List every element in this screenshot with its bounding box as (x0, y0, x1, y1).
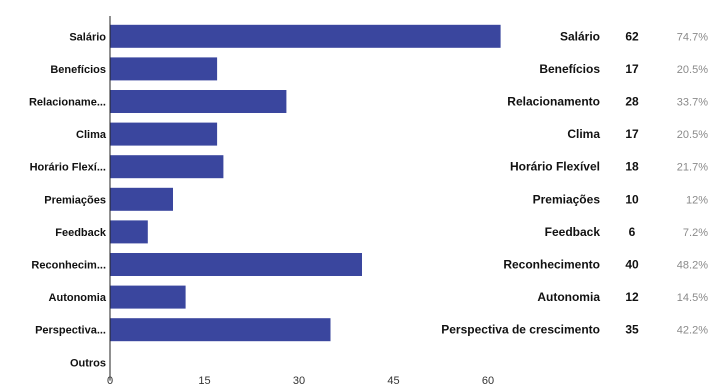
legend-percent: 20.5% (677, 64, 708, 76)
bar (110, 155, 224, 179)
legend-name: Autonomia (537, 290, 600, 304)
category-label: Benefícios (50, 64, 106, 76)
bar (110, 318, 331, 342)
category-labels: Salário Benefícios Relacioname... Clima Horá… (29, 31, 107, 369)
x-tick-label: 0 (107, 375, 113, 387)
legend-count: 18 (625, 160, 639, 174)
legend-percent: 12% (686, 194, 708, 206)
legend-table: Salário 62 74.7% Benefícios 17 20.5% Relaciona… (441, 29, 708, 336)
legend-count: 17 (625, 62, 639, 76)
legend-count: 28 (625, 95, 639, 109)
legend-name: Benefícios (539, 62, 600, 76)
legend-row: Perspectiva de crescimento 35 42.2% (441, 323, 708, 337)
bar (110, 187, 173, 211)
legend-row: Clima 17 20.5% (567, 127, 708, 141)
legend-name: Feedback (545, 225, 601, 239)
bar (110, 253, 362, 276)
legend-percent: 20.5% (677, 129, 708, 141)
bar (110, 285, 186, 309)
x-axis-ticks: 0 15 30 45 60 (107, 375, 494, 387)
legend-row: Horário Flexível 18 21.7% (510, 160, 708, 174)
legend-percent: 7.2% (683, 227, 708, 239)
category-label: Perspectiva... (35, 325, 106, 337)
legend-row: Premiações 10 12% (533, 192, 709, 206)
legend-name: Premiações (533, 192, 601, 206)
legend-percent: 33.7% (677, 97, 708, 109)
category-label: Reconhecim... (31, 260, 106, 272)
bar (110, 220, 148, 244)
legend-count: 62 (625, 29, 639, 43)
legend-name: Salário (560, 29, 600, 43)
category-label: Feedback (55, 227, 107, 239)
legend-count: 35 (625, 323, 639, 337)
category-label: Clima (76, 129, 107, 141)
bar (110, 57, 218, 81)
x-tick-label: 15 (198, 375, 210, 387)
legend-row: Reconhecimento 40 48.2% (503, 258, 708, 272)
x-tick-label: 30 (293, 375, 305, 387)
legend-name: Horário Flexível (510, 160, 600, 174)
legend-count: 40 (625, 258, 639, 272)
legend-name: Clima (567, 127, 600, 141)
category-label: Horário Flexí... (30, 162, 106, 174)
bar (110, 24, 501, 48)
category-label: Autonomia (49, 292, 107, 304)
category-label: Premiações (44, 194, 106, 206)
legend-name: Perspectiva de crescimento (441, 323, 600, 337)
legend-count: 17 (625, 127, 639, 141)
bars (110, 24, 501, 342)
legend-percent: 74.7% (677, 31, 708, 43)
category-label: Relacioname... (29, 97, 106, 109)
category-label: Salário (69, 31, 106, 43)
x-tick-label: 60 (482, 375, 494, 387)
legend-name: Reconhecimento (503, 258, 600, 272)
legend-row: Feedback 6 7.2% (545, 225, 709, 239)
legend-name: Relacionamento (507, 95, 600, 109)
x-tick-label: 45 (387, 375, 399, 387)
legend-percent: 48.2% (677, 260, 708, 272)
legend-row: Benefícios 17 20.5% (539, 62, 708, 76)
category-label: Outros (70, 357, 106, 369)
legend-count: 10 (625, 192, 639, 206)
bar (110, 90, 287, 113)
legend-percent: 14.5% (677, 292, 708, 304)
legend-row: Relacionamento 28 33.7% (507, 95, 708, 109)
legend-row: Salário 62 74.7% (560, 29, 708, 43)
legend-row: Autonomia 12 14.5% (537, 290, 708, 304)
legend-count: 12 (625, 290, 639, 304)
legend-percent: 21.7% (677, 162, 708, 174)
bar (110, 122, 218, 146)
legend-count: 6 (629, 225, 636, 239)
legend-percent: 42.2% (677, 325, 708, 337)
